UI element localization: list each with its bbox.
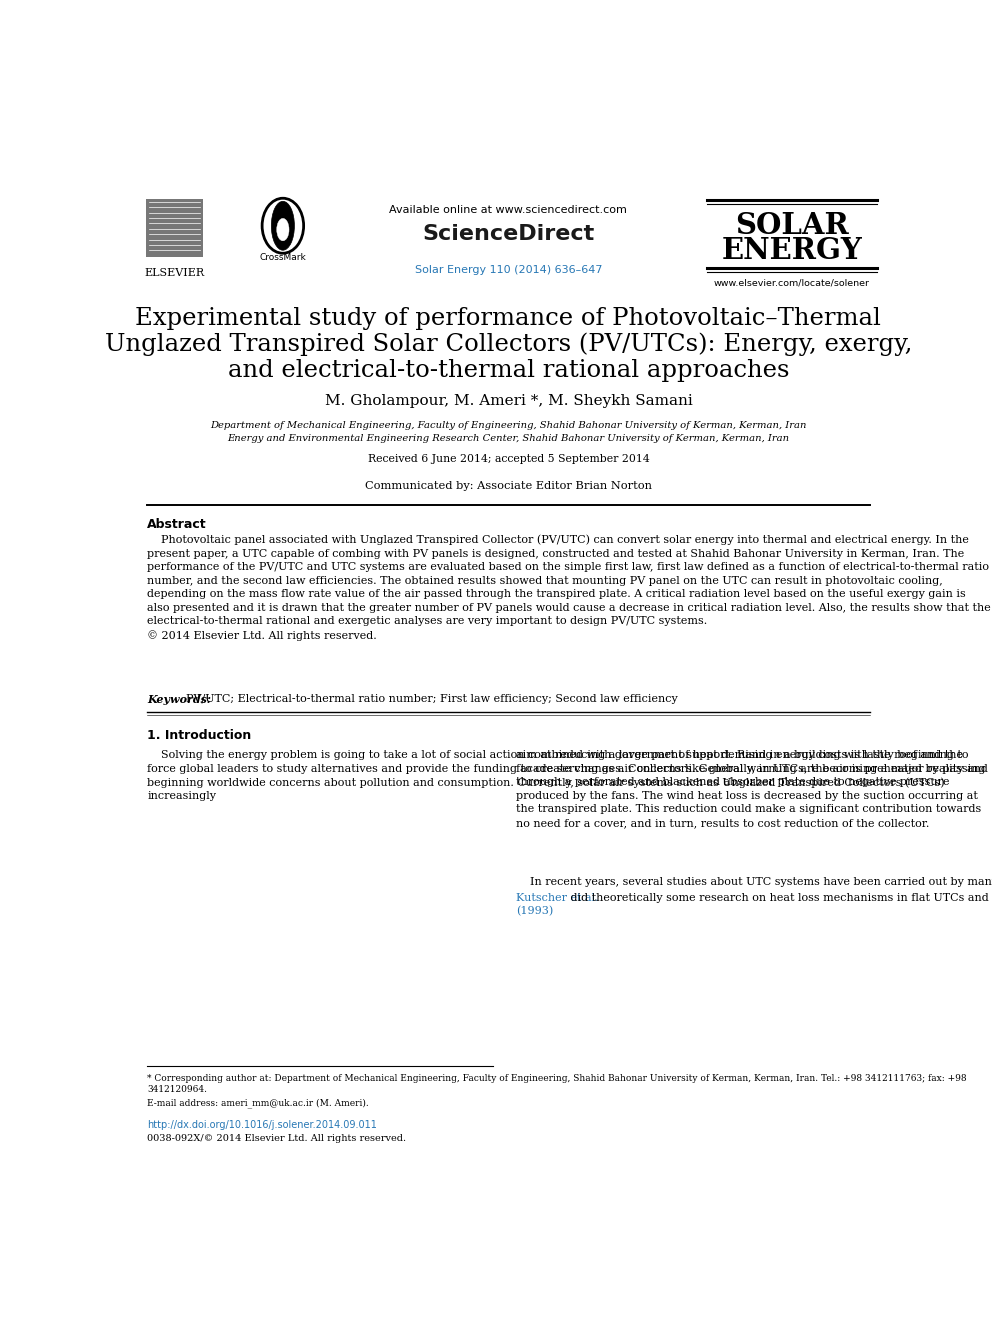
- Text: PV/UTC; Electrical-to-thermal ratio number; First law efficiency; Second law eff: PV/UTC; Electrical-to-thermal ratio numb…: [186, 693, 678, 704]
- Bar: [146, 198, 203, 257]
- Text: Photovoltaic panel associated with Unglazed Transpired Collector (PV/UTC) can co: Photovoltaic panel associated with Ungla…: [147, 534, 991, 640]
- Text: SOLAR: SOLAR: [735, 212, 849, 239]
- Text: and electrical-to-thermal rational approaches: and electrical-to-thermal rational appro…: [227, 359, 790, 382]
- Text: M. Gholampour, M. Ameri *, M. Sheykh Samani: M. Gholampour, M. Ameri *, M. Sheykh Sam…: [324, 394, 692, 407]
- Text: E-mail address: ameri_mm@uk.ac.ir (M. Ameri).: E-mail address: ameri_mm@uk.ac.ir (M. Am…: [147, 1098, 369, 1107]
- Text: Communicated by: Associate Editor Brian Norton: Communicated by: Associate Editor Brian …: [365, 480, 652, 491]
- Text: Solving the energy problem is going to take a lot of social action combined with: Solving the energy problem is going to t…: [147, 750, 988, 802]
- Text: Received 6 June 2014; accepted 5 September 2014: Received 6 June 2014; accepted 5 Septemb…: [367, 454, 650, 464]
- Text: aim at reducing a large part of heat demand in a building with the roof and the : aim at reducing a large part of heat dem…: [516, 750, 986, 828]
- Text: www.elsevier.com/locate/solener: www.elsevier.com/locate/solener: [714, 278, 870, 287]
- Text: Experimental study of performance of Photovoltaic–Thermal: Experimental study of performance of Pho…: [136, 307, 881, 331]
- Text: Department of Mechanical Engineering, Faculty of Engineering, Shahid Bahonar Uni: Department of Mechanical Engineering, Fa…: [210, 421, 806, 430]
- Text: Keywords:: Keywords:: [147, 693, 211, 705]
- Text: ENERGY: ENERGY: [721, 235, 862, 265]
- Text: Energy and Environmental Engineering Research Center, Shahid Bahonar University : Energy and Environmental Engineering Res…: [227, 434, 790, 443]
- Text: did theoretically some research on heat loss mechanisms in flat UTCs and found t: did theoretically some research on heat …: [566, 893, 992, 902]
- Text: http://dx.doi.org/10.1016/j.solener.2014.09.011: http://dx.doi.org/10.1016/j.solener.2014…: [147, 1119, 377, 1130]
- Text: Kutscher et al.
(1993): Kutscher et al. (1993): [516, 893, 599, 917]
- Text: ELSEVIER: ELSEVIER: [144, 269, 204, 278]
- Text: Solar Energy 110 (2014) 636–647: Solar Energy 110 (2014) 636–647: [415, 265, 602, 275]
- Text: Unglazed Transpired Solar Collectors (PV/UTCs): Energy, exergy,: Unglazed Transpired Solar Collectors (PV…: [105, 333, 912, 356]
- Text: ScienceDirect: ScienceDirect: [423, 224, 594, 245]
- Ellipse shape: [277, 218, 289, 241]
- Text: 1. Introduction: 1. Introduction: [147, 729, 252, 742]
- Ellipse shape: [272, 201, 295, 250]
- Text: Abstract: Abstract: [147, 519, 207, 532]
- Text: * Corresponding author at: Department of Mechanical Engineering, Faculty of Engi: * Corresponding author at: Department of…: [147, 1073, 967, 1094]
- Text: CrossMark: CrossMark: [260, 253, 307, 262]
- Text: Available online at www.sciencedirect.com: Available online at www.sciencedirect.co…: [390, 205, 627, 214]
- Text: In recent years, several studies about UTC systems have been carried out by many: In recent years, several studies about U…: [516, 877, 992, 888]
- Text: 0038-092X/© 2014 Elsevier Ltd. All rights reserved.: 0038-092X/© 2014 Elsevier Ltd. All right…: [147, 1134, 407, 1143]
